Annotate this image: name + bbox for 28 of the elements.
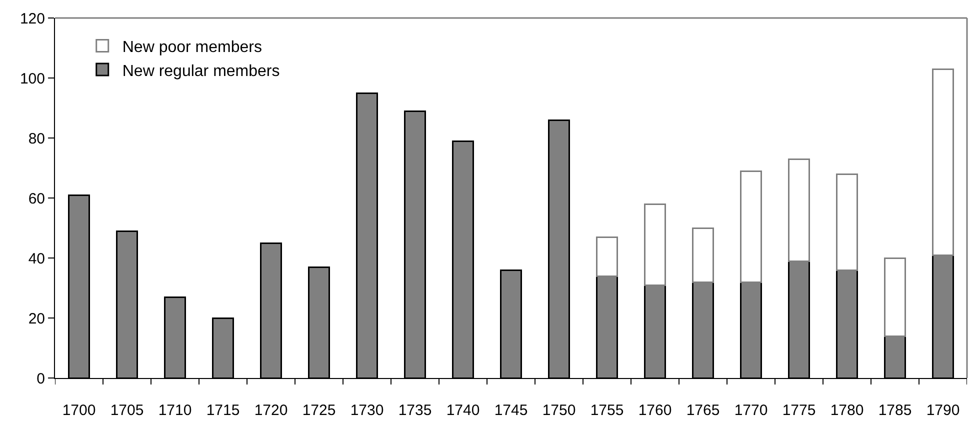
x-tick-label: 1780 — [830, 402, 864, 419]
legend-label: New poor members — [122, 38, 262, 56]
x-tick-label: 1755 — [590, 402, 624, 419]
y-tick-label: 40 — [28, 250, 45, 268]
y-tick-label: 0 — [36, 370, 45, 388]
x-tick-label: 1740 — [446, 402, 480, 419]
y-tick-label: 20 — [28, 310, 45, 328]
x-tick-label: 1710 — [158, 402, 192, 419]
x-tick-label: 1760 — [638, 402, 672, 419]
x-tick-label: 1720 — [254, 402, 288, 419]
x-tick-label: 1735 — [398, 402, 432, 419]
y-tick-label: 60 — [28, 190, 45, 208]
legend-label: New regular members — [122, 62, 280, 80]
x-tick-label: 1785 — [878, 402, 912, 419]
y-tick-label: 120 — [20, 10, 45, 28]
y-tick-label: 100 — [20, 70, 45, 88]
y-tick-label: 80 — [28, 130, 45, 148]
x-tick-label: 1725 — [302, 402, 336, 419]
x-tick-label: 1775 — [782, 402, 816, 419]
x-tick-label: 1765 — [686, 402, 720, 419]
x-tick-label: 1770 — [734, 402, 768, 419]
x-tick-label: 1700 — [62, 402, 96, 419]
x-tick-label: 1730 — [350, 402, 384, 419]
x-tick-label: 1715 — [206, 402, 240, 419]
x-tick-label: 1790 — [926, 402, 960, 419]
x-tick-label: 1705 — [110, 402, 144, 419]
x-tick-label: 1750 — [542, 402, 576, 419]
x-tick-label: 1745 — [494, 402, 528, 419]
